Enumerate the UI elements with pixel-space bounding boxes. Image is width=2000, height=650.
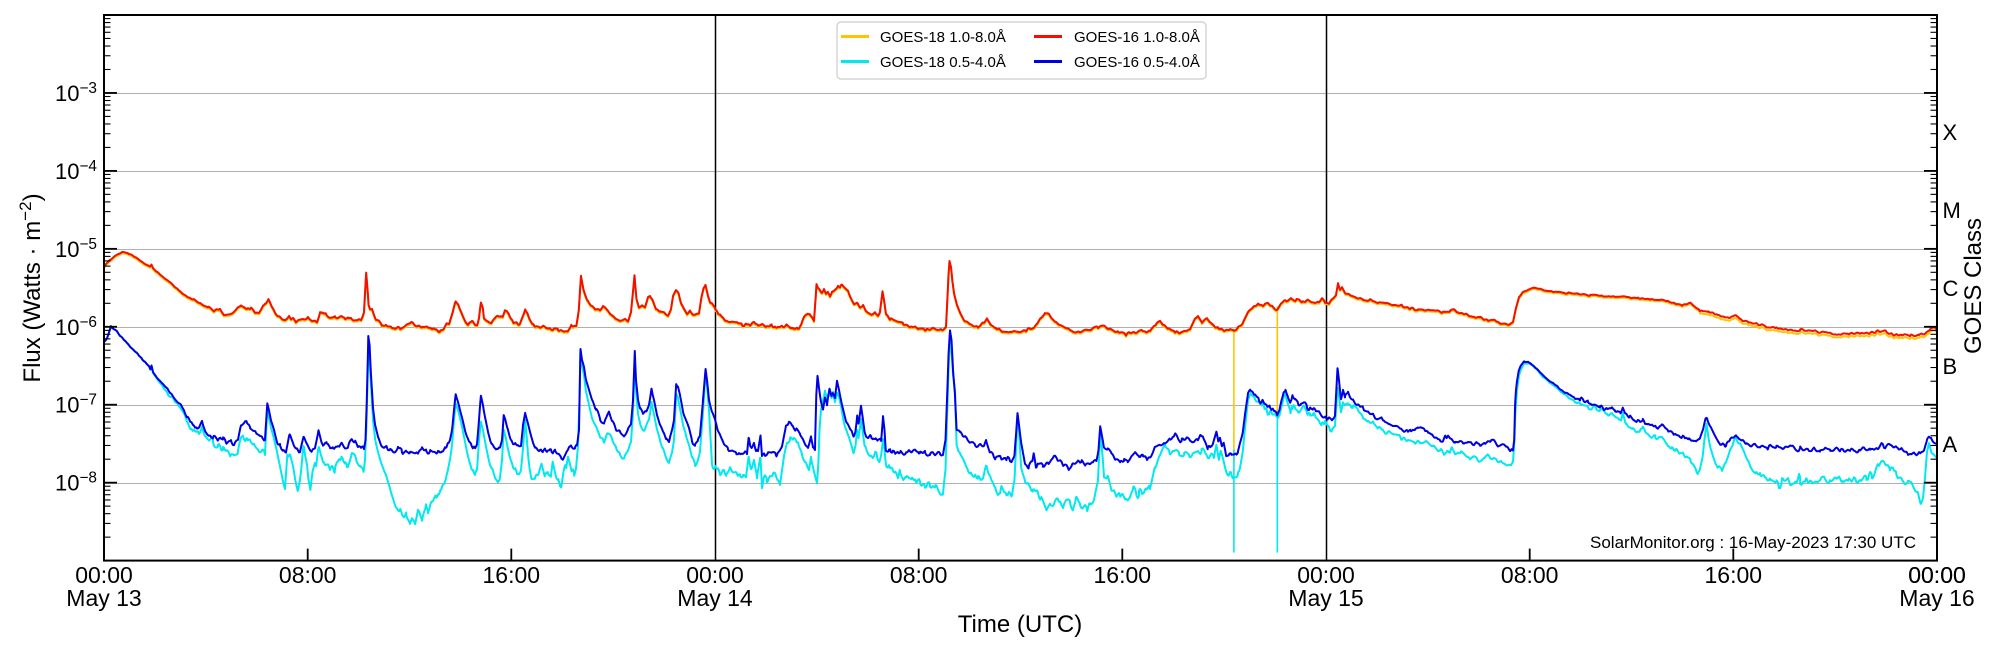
svg-text:08:00: 08:00 xyxy=(1501,562,1559,588)
svg-text:00:00: 00:00 xyxy=(1297,562,1355,588)
svg-text:B: B xyxy=(1943,354,1958,379)
svg-text:00:00: 00:00 xyxy=(686,562,744,588)
svg-text:00:00: 00:00 xyxy=(1908,562,1966,588)
svg-text:GOES-16 1.0-8.0Å: GOES-16 1.0-8.0Å xyxy=(1074,29,1200,46)
svg-text:08:00: 08:00 xyxy=(890,562,948,588)
svg-text:GOES-16 0.5-4.0Å: GOES-16 0.5-4.0Å xyxy=(1074,54,1200,71)
svg-text:SolarMonitor.org : 16-May-2023: SolarMonitor.org : 16-May-2023 17:30 UTC xyxy=(1590,533,1916,552)
svg-text:16:00: 16:00 xyxy=(1705,562,1763,588)
svg-text:May 16: May 16 xyxy=(1899,585,1974,611)
svg-text:16:00: 16:00 xyxy=(483,562,541,588)
svg-text:00:00: 00:00 xyxy=(1908,562,1966,588)
svg-text:08:00: 08:00 xyxy=(279,562,337,588)
svg-text:A: A xyxy=(1943,432,1958,457)
svg-text:GOES Class: GOES Class xyxy=(1960,218,1987,354)
svg-text:Time (UTC): Time (UTC) xyxy=(958,611,1082,638)
svg-text:May 14: May 14 xyxy=(677,585,753,611)
svg-text:X: X xyxy=(1943,120,1958,145)
svg-text:M: M xyxy=(1943,198,1961,223)
svg-text:C: C xyxy=(1943,276,1959,301)
svg-text:16:00: 16:00 xyxy=(1094,562,1152,588)
svg-text:May 13: May 13 xyxy=(66,585,141,611)
svg-text:Flux (Watts · m−2): Flux (Watts · m−2) xyxy=(16,193,46,382)
svg-text:GOES-18 0.5-4.0Å: GOES-18 0.5-4.0Å xyxy=(880,54,1006,71)
svg-text:GOES-18 1.0-8.0Å: GOES-18 1.0-8.0Å xyxy=(880,29,1006,46)
svg-text:May 15: May 15 xyxy=(1288,585,1363,611)
svg-text:10−5: 10−5 xyxy=(55,236,97,262)
svg-text:00:00: 00:00 xyxy=(75,562,133,588)
svg-text:10−7: 10−7 xyxy=(55,392,97,418)
